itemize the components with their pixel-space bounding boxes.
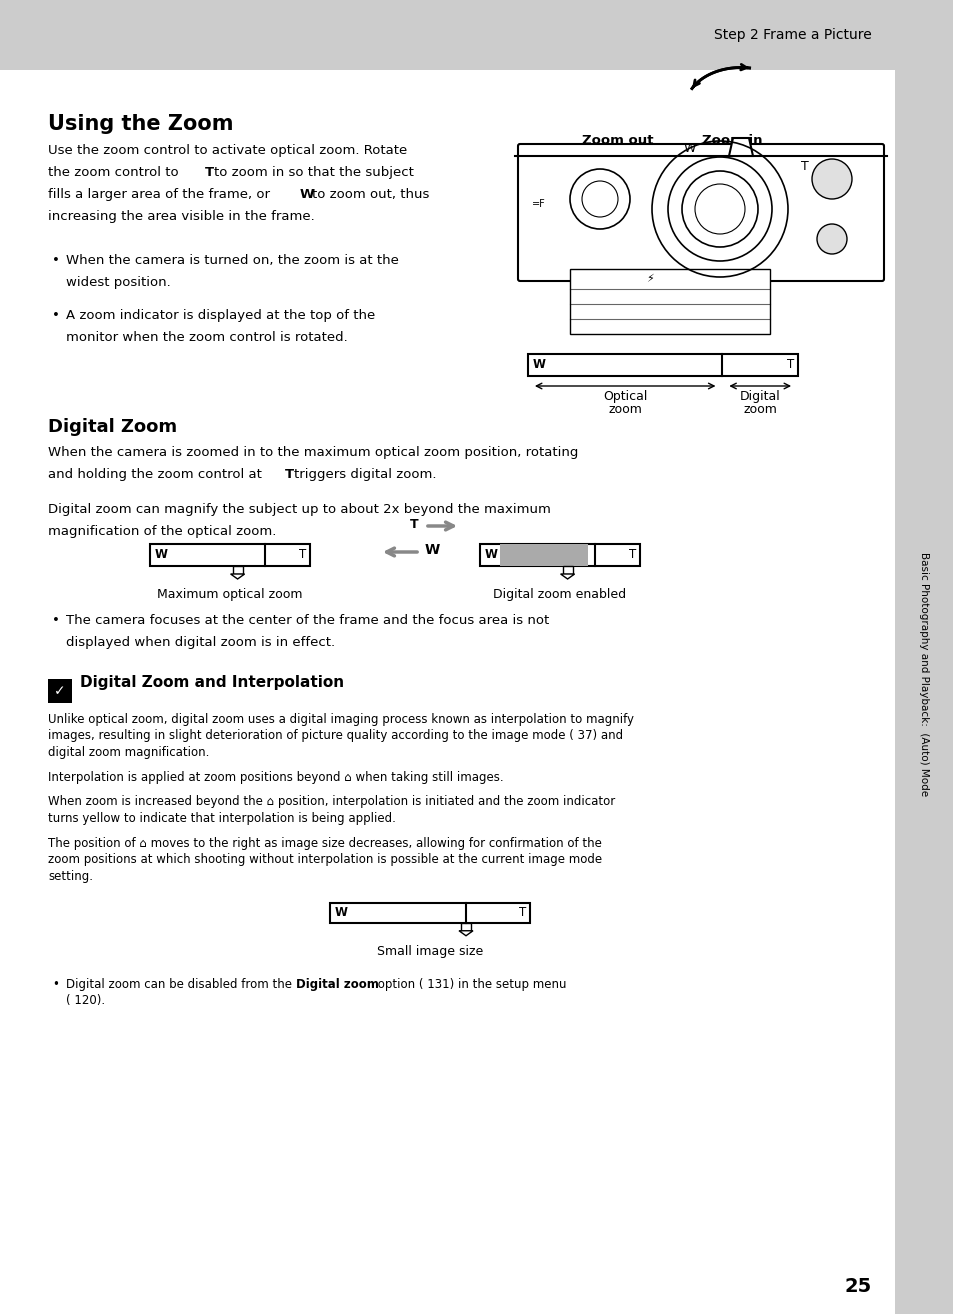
Text: monitor when the zoom control is rotated.: monitor when the zoom control is rotated… [66, 331, 348, 344]
Text: T: T [410, 518, 418, 531]
Text: digital zoom magnification.: digital zoom magnification. [48, 746, 209, 759]
Bar [527, 353, 797, 376]
Text: ⚡: ⚡ [645, 275, 653, 284]
Text: triggers digital zoom.: triggers digital zoom. [294, 468, 436, 481]
Polygon shape [728, 138, 752, 156]
Text: to zoom in so that the subject: to zoom in so that the subject [213, 166, 414, 179]
Text: images, resulting in slight deterioration of picture quality according to the im: images, resulting in slight deterioratio… [48, 729, 622, 742]
Text: Zoom out: Zoom out [581, 134, 653, 147]
Text: The position of ⌂ moves to the right as image size decreases, allowing for confi: The position of ⌂ moves to the right as … [48, 837, 601, 850]
Text: Digital zoom can be disabled from the: Digital zoom can be disabled from the [66, 978, 295, 991]
FancyBboxPatch shape [517, 145, 883, 281]
Bar [479, 544, 639, 566]
Text: Maximum optical zoom: Maximum optical zoom [157, 587, 302, 600]
Text: Use the zoom control to activate optical zoom. Rotate: Use the zoom control to activate optical… [48, 145, 407, 156]
Text: zoom positions at which shooting without interpolation is possible at the curren: zoom positions at which shooting without… [48, 853, 601, 866]
Text: Digital zoom can magnify the subject up to about 2x beyond the maximum: Digital zoom can magnify the subject up … [48, 503, 550, 516]
Text: A zoom indicator is displayed at the top of the: A zoom indicator is displayed at the top… [66, 309, 375, 322]
Text: Unlike optical zoom, digital zoom uses a digital imaging process known as interp: Unlike optical zoom, digital zoom uses a… [48, 714, 634, 727]
Text: increasing the area visible in the frame.: increasing the area visible in the frame… [48, 210, 314, 223]
Text: ( 120).: ( 120). [66, 995, 105, 1008]
Text: •: • [52, 614, 60, 627]
Text: Digital zoom enabled: Digital zoom enabled [493, 587, 626, 600]
Text: T: T [801, 160, 808, 173]
Bar [150, 544, 310, 566]
Text: T: T [285, 468, 294, 481]
Text: displayed when digital zoom is in effect.: displayed when digital zoom is in effect… [66, 636, 335, 649]
Polygon shape [560, 574, 574, 579]
Text: W: W [424, 543, 439, 557]
Text: the zoom control to: the zoom control to [48, 166, 178, 179]
Text: W: W [484, 548, 497, 561]
Text: Optical: Optical [602, 390, 647, 403]
Text: turns yellow to indicate that interpolation is being applied.: turns yellow to indicate that interpolat… [48, 812, 395, 825]
Bar [894, 70, 953, 1314]
Text: Basic Photography and Playback:  (Auto) Mode: Basic Photography and Playback: (Auto) M… [918, 552, 928, 796]
Text: •: • [52, 978, 59, 991]
Text: Step 2 Frame a Picture: Step 2 Frame a Picture [714, 28, 871, 42]
Text: Digital zoom: Digital zoom [295, 978, 378, 991]
Text: and holding the zoom control at: and holding the zoom control at [48, 468, 262, 481]
Text: W: W [335, 907, 348, 920]
Text: When the camera is turned on, the zoom is at the: When the camera is turned on, the zoom i… [66, 254, 398, 267]
Polygon shape [458, 930, 473, 936]
Text: 25: 25 [843, 1276, 871, 1296]
Text: zoom: zoom [608, 403, 641, 417]
Text: setting.: setting. [48, 870, 92, 883]
Text: Digital Zoom: Digital Zoom [48, 418, 177, 436]
Text: When zoom is increased beyond the ⌂ position, interpolation is initiated and the: When zoom is increased beyond the ⌂ posi… [48, 795, 615, 808]
Text: W: W [299, 188, 314, 201]
Text: fills a larger area of the frame, or: fills a larger area of the frame, or [48, 188, 270, 201]
Text: When the camera is zoomed in to the maximum optical zoom position, rotating: When the camera is zoomed in to the maxi… [48, 445, 578, 459]
Text: magnification of the optical zoom.: magnification of the optical zoom. [48, 526, 276, 539]
Text: T: T [628, 548, 636, 561]
Bar [233, 566, 242, 574]
Bar [0, 0, 953, 70]
Text: W: W [533, 359, 545, 372]
Text: W: W [154, 548, 168, 561]
Polygon shape [231, 574, 244, 579]
Circle shape [816, 223, 846, 254]
Text: The camera focuses at the center of the frame and the focus area is not: The camera focuses at the center of the … [66, 614, 549, 627]
Text: T: T [205, 166, 213, 179]
Text: Using the Zoom: Using the Zoom [48, 114, 233, 134]
Bar [48, 679, 71, 703]
Text: Zoom in: Zoom in [701, 134, 761, 147]
Text: zoom: zoom [742, 403, 777, 417]
Text: to zoom out, thus: to zoom out, thus [312, 188, 429, 201]
Text: widest position.: widest position. [66, 276, 171, 289]
Text: •: • [52, 309, 60, 322]
Text: T: T [518, 907, 525, 920]
Bar [460, 922, 471, 930]
Text: T: T [786, 359, 793, 372]
Bar [330, 903, 530, 922]
Bar [499, 544, 587, 566]
Text: T: T [298, 548, 306, 561]
Text: ✓: ✓ [54, 685, 66, 698]
Text: =F: =F [532, 198, 545, 209]
Circle shape [811, 159, 851, 198]
Text: •: • [52, 254, 60, 267]
Text: Small image size: Small image size [376, 945, 482, 958]
Text: Digital Zoom and Interpolation: Digital Zoom and Interpolation [80, 675, 344, 690]
Bar [562, 566, 572, 574]
Text: Digital: Digital [739, 390, 780, 403]
Text: option ( 131) in the setup menu: option ( 131) in the setup menu [374, 978, 566, 991]
Text: W: W [683, 142, 696, 155]
Text: Interpolation is applied at zoom positions beyond ⌂ when taking still images.: Interpolation is applied at zoom positio… [48, 771, 503, 783]
Bar [569, 269, 769, 334]
